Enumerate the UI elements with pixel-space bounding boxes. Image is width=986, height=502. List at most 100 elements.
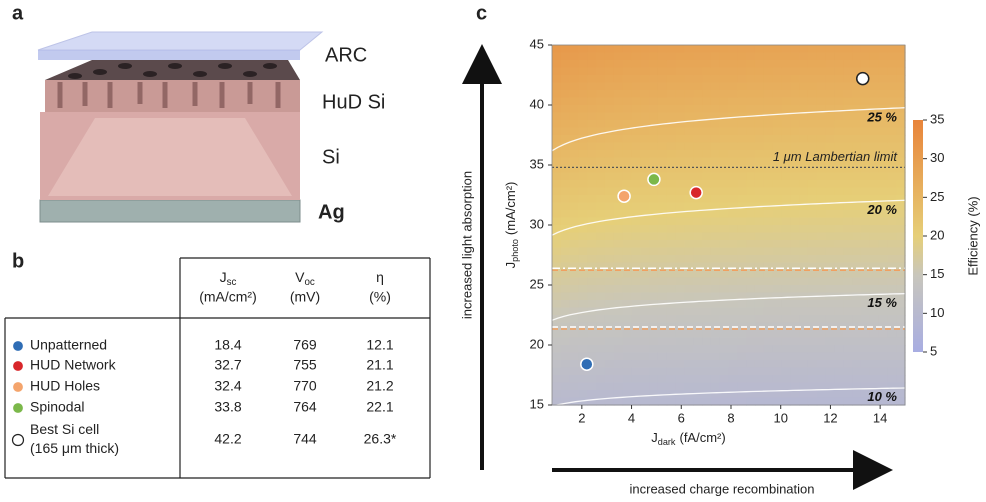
- map-cell: [896, 218, 905, 226]
- map-cell: [843, 375, 852, 383]
- map-cell: [808, 90, 817, 98]
- map-cell: [826, 270, 835, 278]
- map-cell: [781, 203, 790, 211]
- map-cell: [843, 308, 852, 316]
- map-cell: [737, 150, 746, 158]
- map-cell: [852, 105, 861, 113]
- map-cell: [737, 218, 746, 226]
- map-cell: [843, 210, 852, 218]
- map-cell: [623, 353, 632, 361]
- map-cell: [552, 240, 561, 248]
- map-cell: [561, 128, 570, 136]
- map-cell: [702, 53, 711, 61]
- map-cell: [605, 285, 614, 293]
- map-cell: [870, 263, 879, 271]
- map-cell: [861, 60, 870, 68]
- map-cell: [711, 360, 720, 368]
- map-cell: [755, 300, 764, 308]
- map-cell: [676, 375, 685, 383]
- map-cell: [561, 45, 570, 53]
- map-cell: [596, 315, 605, 323]
- map-cell: [587, 248, 596, 256]
- map-cell: [658, 383, 667, 391]
- map-cell: [826, 308, 835, 316]
- map-cell: [755, 360, 764, 368]
- map-cell: [861, 263, 870, 271]
- map-cell: [896, 270, 905, 278]
- map-cell: [640, 233, 649, 241]
- map-cell: [631, 105, 640, 113]
- map-cell: [764, 338, 773, 346]
- map-cell: [826, 210, 835, 218]
- map-cell: [852, 263, 861, 271]
- map-cell: [676, 383, 685, 391]
- map-cell: [720, 173, 729, 181]
- map-cell: [667, 150, 676, 158]
- map-cell: [755, 180, 764, 188]
- map-cell: [746, 83, 755, 91]
- map-cell: [605, 383, 614, 391]
- legend-marker: [13, 361, 24, 372]
- map-cell: [773, 75, 782, 83]
- map-cell: [799, 308, 808, 316]
- map-cell: [684, 128, 693, 136]
- map-cell: [799, 338, 808, 346]
- map-cell: [808, 240, 817, 248]
- map-cell: [667, 375, 676, 383]
- map-cell: [834, 293, 843, 301]
- map-cell: [773, 203, 782, 211]
- map-cell: [640, 75, 649, 83]
- map-cell: [808, 270, 817, 278]
- map-cell: [799, 218, 808, 226]
- map-cell: [773, 248, 782, 256]
- map-cell: [896, 113, 905, 121]
- map-cell: [852, 375, 861, 383]
- map-cell: [702, 143, 711, 151]
- map-cell: [870, 188, 879, 196]
- map-cell: [781, 83, 790, 91]
- map-cell: [755, 330, 764, 338]
- map-cell: [852, 180, 861, 188]
- map-cell: [693, 60, 702, 68]
- map-cell: [684, 45, 693, 53]
- map-cell: [552, 353, 561, 361]
- map-cell: [764, 218, 773, 226]
- map-cell: [729, 375, 738, 383]
- map-cell: [781, 90, 790, 98]
- map-cell: [817, 135, 826, 143]
- map-cell: [887, 98, 896, 106]
- map-cell: [746, 225, 755, 233]
- map-cell: [729, 383, 738, 391]
- map-cell: [896, 278, 905, 286]
- map-cell: [737, 195, 746, 203]
- map-cell: [755, 83, 764, 91]
- map-cell: [852, 248, 861, 256]
- map-cell: [781, 248, 790, 256]
- map-cell: [561, 278, 570, 286]
- map-cell: [737, 68, 746, 76]
- map-cell: [834, 375, 843, 383]
- map-cell: [623, 150, 632, 158]
- map-cell: [879, 338, 888, 346]
- map-cell: [773, 120, 782, 128]
- map-cell: [631, 165, 640, 173]
- map-cell: [737, 398, 746, 406]
- map-cell: [596, 143, 605, 151]
- map-cell: [826, 113, 835, 121]
- map-cell: [808, 375, 817, 383]
- map-cell: [896, 150, 905, 158]
- map-cell: [561, 83, 570, 91]
- map-cell: [879, 285, 888, 293]
- map-cell: [834, 173, 843, 181]
- map-cell: [631, 83, 640, 91]
- map-cell: [561, 120, 570, 128]
- map-cell: [596, 75, 605, 83]
- map-cell: [879, 368, 888, 376]
- map-cell: [693, 293, 702, 301]
- map-cell: [729, 390, 738, 398]
- map-cell: [702, 225, 711, 233]
- map-cell: [552, 45, 561, 53]
- map-cell: [596, 53, 605, 61]
- map-cell: [649, 90, 658, 98]
- map-cell: [755, 210, 764, 218]
